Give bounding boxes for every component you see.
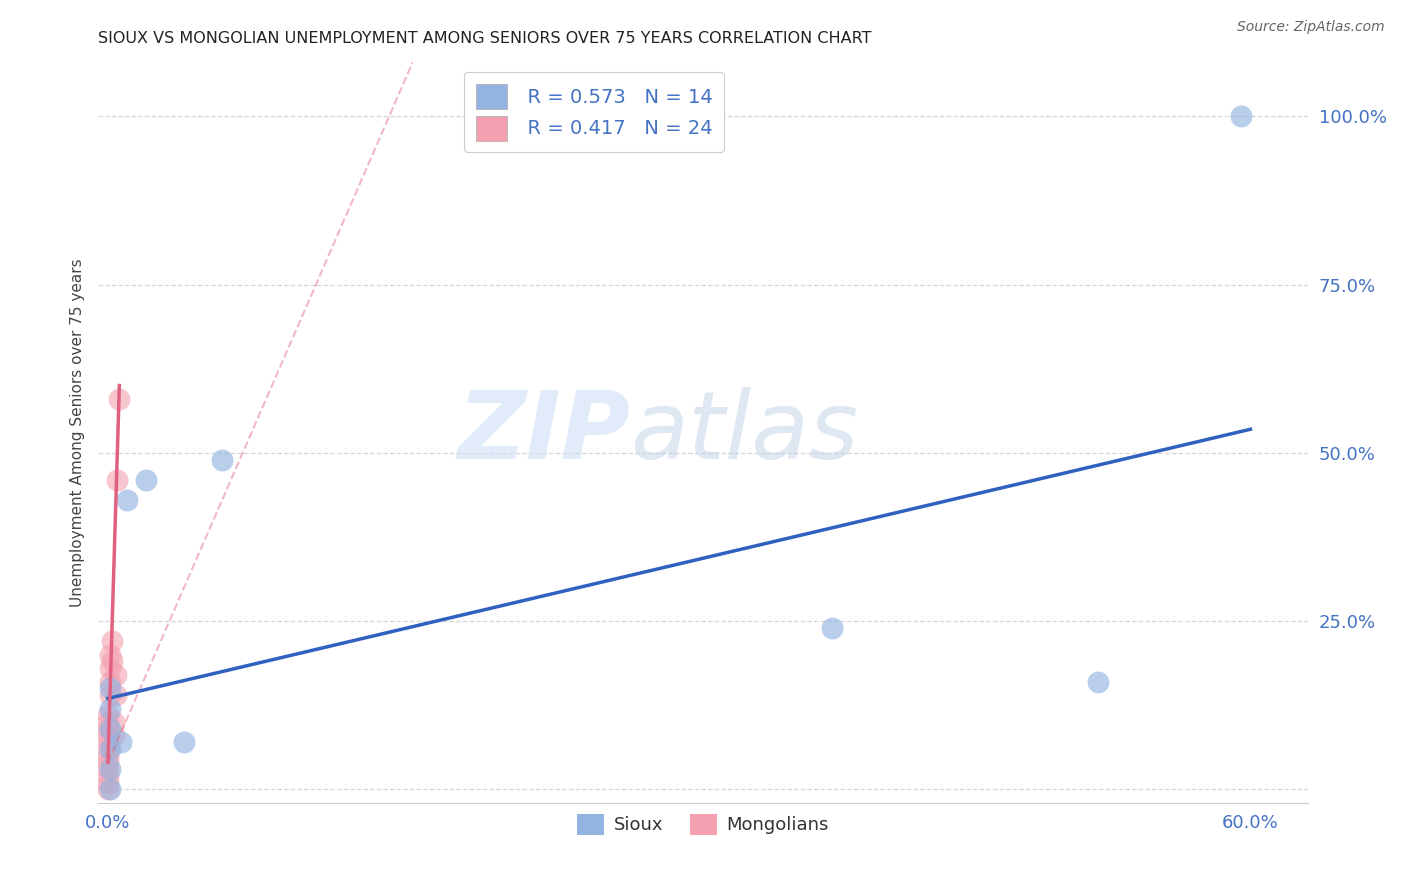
Text: atlas: atlas: [630, 387, 859, 478]
Point: [98, 681, 121, 696]
Point: [97, 775, 120, 789]
Y-axis label: Unemployment Among Seniors over 75 years: Unemployment Among Seniors over 75 years: [69, 259, 84, 607]
Point: [97, 735, 120, 749]
Point: [100, 634, 122, 648]
Point: [97, 708, 120, 723]
Point: [100, 655, 122, 669]
Point: [104, 668, 127, 682]
Text: Source: ZipAtlas.com: Source: ZipAtlas.com: [1237, 20, 1385, 34]
Point: [98, 762, 121, 776]
Point: [135, 473, 157, 487]
Point: [103, 729, 125, 743]
Point: [97, 762, 120, 776]
Point: [108, 392, 131, 406]
Text: ZIP: ZIP: [457, 386, 630, 479]
Point: [820, 621, 842, 635]
Point: [115, 492, 138, 507]
Point: [98, 648, 121, 662]
Text: SIOUX VS MONGOLIAN UNEMPLOYMENT AMONG SENIORS OVER 75 YEARS CORRELATION CHART: SIOUX VS MONGOLIAN UNEMPLOYMENT AMONG SE…: [98, 31, 872, 46]
Point: [97, 742, 120, 756]
Point: [98, 782, 121, 797]
Point: [1230, 109, 1253, 123]
Point: [104, 688, 127, 702]
Point: [97, 729, 120, 743]
Point: [98, 688, 121, 702]
Point: [97, 782, 120, 797]
Point: [98, 661, 121, 675]
Point: [97, 769, 120, 783]
Point: [1087, 674, 1109, 689]
Point: [98, 674, 121, 689]
Point: [103, 714, 125, 729]
Point: [173, 735, 195, 749]
Point: [97, 756, 120, 770]
Point: [97, 714, 120, 729]
Point: [211, 452, 233, 467]
Legend: Sioux, Mongolians: Sioux, Mongolians: [571, 806, 835, 842]
Point: [110, 735, 132, 749]
Point: [97, 748, 120, 763]
Point: [98, 701, 121, 715]
Point: [98, 722, 121, 736]
Point: [107, 473, 129, 487]
Point: [98, 742, 121, 756]
Point: [97, 722, 120, 736]
